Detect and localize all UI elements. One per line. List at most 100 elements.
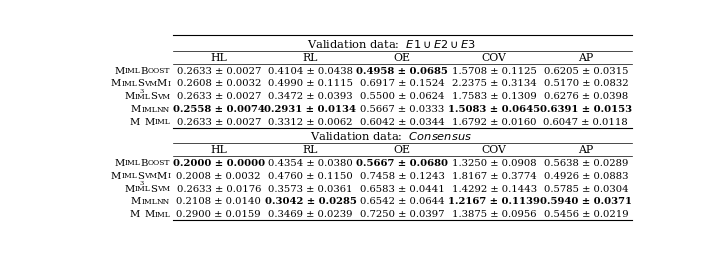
Text: I: I — [167, 171, 170, 180]
Text: M: M — [114, 158, 125, 167]
Text: 1.3875 ± 0.0956: 1.3875 ± 0.0956 — [452, 209, 537, 218]
Text: 0.2633 ± 0.0027: 0.2633 ± 0.0027 — [176, 66, 261, 75]
Text: 0.3469 ± 0.0239: 0.3469 ± 0.0239 — [268, 209, 352, 218]
Text: 0.6276 ± 0.0398: 0.6276 ± 0.0398 — [544, 92, 628, 101]
Text: OE: OE — [394, 145, 411, 155]
Text: 0.2008 ± 0.0032: 0.2008 ± 0.0032 — [176, 171, 261, 180]
Text: VM: VM — [157, 184, 170, 192]
Text: 0.3312 ± 0.0062: 0.3312 ± 0.0062 — [268, 117, 352, 126]
Text: M: M — [111, 171, 121, 180]
Text: 0.5456 ± 0.0219: 0.5456 ± 0.0219 — [544, 209, 628, 218]
Text: 2.2375 ± 0.3134: 2.2375 ± 0.3134 — [452, 79, 537, 88]
Text: COV: COV — [482, 53, 506, 63]
Text: IML: IML — [135, 184, 150, 192]
Text: 0.6917 ± 0.1524: 0.6917 ± 0.1524 — [360, 79, 445, 88]
Text: VM: VM — [157, 92, 170, 100]
Text: B: B — [140, 66, 148, 75]
Text: 0.5667 ± 0.0333: 0.5667 ± 0.0333 — [360, 105, 444, 114]
Text: 0.7250 ± 0.0397: 0.7250 ± 0.0397 — [360, 209, 445, 218]
Text: 0.4104 ± 0.0438: 0.4104 ± 0.0438 — [268, 66, 353, 75]
Text: 1.6792 ± 0.0160: 1.6792 ± 0.0160 — [452, 117, 537, 126]
Text: M: M — [114, 66, 125, 75]
Text: RL: RL — [303, 145, 318, 155]
Text: VM: VM — [144, 171, 157, 180]
Text: M: M — [144, 209, 154, 218]
Text: 0.3573 ± 0.0361: 0.3573 ± 0.0361 — [268, 184, 352, 193]
Text: S: S — [150, 184, 157, 193]
Text: 0.4760 ± 0.1150: 0.4760 ± 0.1150 — [268, 171, 353, 180]
Text: 1.7583 ± 0.1309: 1.7583 ± 0.1309 — [452, 92, 537, 101]
Text: Validation data:  $\mathit{Consensus}$: Validation data: $\mathit{Consensus}$ — [310, 130, 472, 141]
Text: IML: IML — [125, 67, 140, 75]
Text: 0.3472 ± 0.0393: 0.3472 ± 0.0393 — [268, 92, 352, 101]
Text: OOST: OOST — [148, 67, 170, 75]
Text: OE: OE — [394, 53, 411, 63]
Text: 0.5667 ± 0.0680: 0.5667 ± 0.0680 — [356, 158, 448, 167]
Text: 0.6042 ± 0.0344: 0.6042 ± 0.0344 — [360, 117, 445, 126]
Text: 0.2558 ± 0.0074: 0.2558 ± 0.0074 — [173, 105, 264, 114]
Text: 0.5940 ± 0.0371: 0.5940 ± 0.0371 — [540, 197, 632, 205]
Text: 0.5785 ± 0.0304: 0.5785 ± 0.0304 — [544, 184, 628, 193]
Text: 0.5170 ± 0.0832: 0.5170 ± 0.0832 — [544, 79, 628, 88]
Text: M: M — [157, 171, 167, 180]
Text: 0.4354 ± 0.0380: 0.4354 ± 0.0380 — [268, 158, 353, 167]
Text: 0.2633 ± 0.0027: 0.2633 ± 0.0027 — [176, 117, 261, 126]
Text: 0.6542 ± 0.0644: 0.6542 ± 0.0644 — [360, 197, 445, 205]
Text: 0.4990 ± 0.1115: 0.4990 ± 0.1115 — [268, 79, 353, 88]
Text: 0.2633 ± 0.0176: 0.2633 ± 0.0176 — [176, 184, 261, 193]
Text: M: M — [111, 79, 121, 88]
Text: IML: IML — [135, 92, 150, 100]
Text: 0.2108 ± 0.0140: 0.2108 ± 0.0140 — [176, 197, 261, 205]
Text: 0.4926 ± 0.0883: 0.4926 ± 0.0883 — [544, 171, 628, 180]
Text: B: B — [140, 158, 148, 167]
Text: M: M — [131, 105, 141, 114]
Text: IML: IML — [141, 197, 157, 205]
Text: IML: IML — [141, 105, 157, 113]
Text: M: M — [130, 209, 140, 218]
Text: 0.2900 ± 0.0159: 0.2900 ± 0.0159 — [176, 209, 261, 218]
Text: 3: 3 — [140, 180, 144, 185]
Text: M: M — [131, 197, 141, 205]
Text: S: S — [137, 171, 144, 180]
Text: 0.5638 ± 0.0289: 0.5638 ± 0.0289 — [544, 158, 628, 167]
Text: 1.3250 ± 0.0908: 1.3250 ± 0.0908 — [452, 158, 537, 167]
Text: RL: RL — [303, 53, 318, 63]
Text: 0.2000 ± 0.0000: 0.2000 ± 0.0000 — [173, 158, 265, 167]
Text: AP: AP — [578, 145, 594, 155]
Text: HL: HL — [210, 53, 227, 63]
Text: IML: IML — [154, 210, 170, 218]
Text: OOST: OOST — [148, 159, 170, 167]
Text: 0.4958 ± 0.0685: 0.4958 ± 0.0685 — [356, 66, 448, 75]
Text: 1.8167 ± 0.3774: 1.8167 ± 0.3774 — [452, 171, 537, 180]
Text: IML: IML — [154, 118, 170, 126]
Text: 0.6047 ± 0.0118: 0.6047 ± 0.0118 — [544, 117, 628, 126]
Text: 1.2167 ± 0.1139: 1.2167 ± 0.1139 — [448, 197, 540, 205]
Text: 0.3042 ± 0.0285: 0.3042 ± 0.0285 — [264, 197, 357, 205]
Text: Validation data:  $E1 \cup E2 \cup E3$: Validation data: $E1 \cup E2 \cup E3$ — [307, 38, 476, 50]
Text: NN: NN — [157, 105, 170, 113]
Text: M: M — [124, 92, 135, 101]
Text: 0.5500 ± 0.0624: 0.5500 ± 0.0624 — [360, 92, 445, 101]
Text: COV: COV — [482, 145, 506, 155]
Text: M: M — [124, 184, 135, 193]
Text: 0.6391 ± 0.0153: 0.6391 ± 0.0153 — [540, 105, 632, 114]
Text: VM: VM — [144, 80, 157, 88]
Text: NN: NN — [157, 197, 170, 205]
Text: 0.2608 ± 0.0032: 0.2608 ± 0.0032 — [176, 79, 261, 88]
Text: S: S — [137, 79, 144, 88]
Text: 1.5083 ± 0.0645: 1.5083 ± 0.0645 — [448, 105, 540, 114]
Text: M: M — [130, 117, 140, 126]
Text: 0.2931 ± 0.0134: 0.2931 ± 0.0134 — [264, 105, 357, 114]
Text: 3: 3 — [140, 88, 144, 93]
Text: S: S — [150, 92, 157, 101]
Text: M: M — [144, 117, 154, 126]
Text: IML: IML — [121, 171, 137, 180]
Text: 0.6583 ± 0.0441: 0.6583 ± 0.0441 — [360, 184, 445, 193]
Text: 0.2633 ± 0.0027: 0.2633 ± 0.0027 — [176, 92, 261, 101]
Text: I: I — [167, 80, 170, 88]
Text: 0.6205 ± 0.0315: 0.6205 ± 0.0315 — [544, 66, 628, 75]
Text: IML: IML — [121, 80, 137, 88]
Text: 1.4292 ± 0.1443: 1.4292 ± 0.1443 — [451, 184, 537, 193]
Text: 0.7458 ± 0.1243: 0.7458 ± 0.1243 — [360, 171, 445, 180]
Text: M: M — [157, 79, 167, 88]
